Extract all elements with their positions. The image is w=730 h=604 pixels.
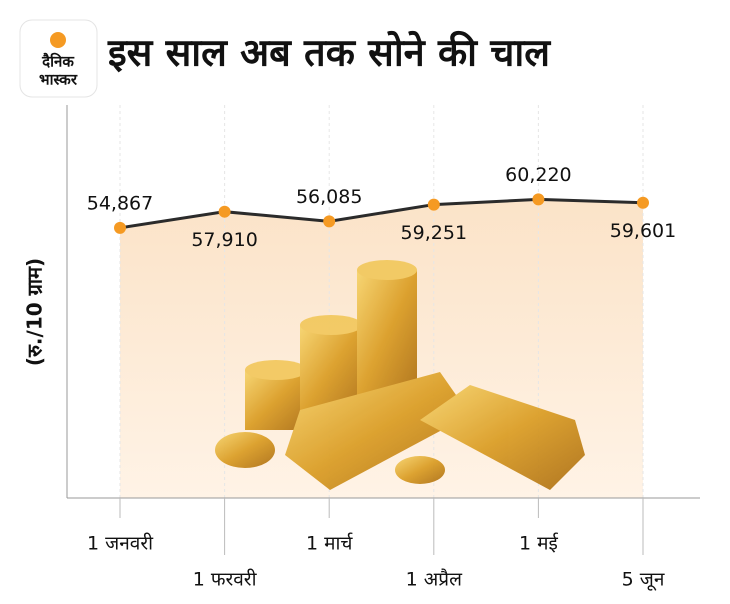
marker (637, 196, 649, 209)
value-label: 54,867 (87, 192, 153, 214)
value-label: 56,085 (296, 186, 362, 208)
x-tick-label: 1 फरवरी (193, 568, 258, 591)
x-tick-label: 1 जनवरी (87, 532, 154, 555)
x-tick-label: 1 मई (519, 532, 559, 555)
gold-illustration (215, 260, 585, 490)
value-label: 57,910 (191, 229, 257, 251)
series: 1 जनवरी 1 फरवरी 1 मार्च 1 अप्रैल 1 मई 5 जून 54… (87, 164, 676, 592)
logo-text: दैनिक (41, 53, 75, 71)
line (119, 197, 644, 230)
marker (427, 198, 440, 211)
marker (532, 193, 545, 206)
logo: दैनिक भास्कर (19, 19, 98, 98)
marker (323, 215, 336, 228)
value-label: 60,220 (505, 164, 571, 186)
logo-text: भास्कर (39, 71, 78, 89)
y-axis-label: (रु./10 ग्राम) (23, 258, 47, 366)
logo-box (19, 19, 98, 98)
x-tick-label: 1 अप्रैल (406, 568, 463, 591)
marker (114, 221, 126, 234)
logo-dot (50, 32, 66, 48)
value-label: 59,601 (610, 220, 676, 242)
chart-title: इस साल अब तक सोने की चाल (107, 31, 551, 75)
x-tick-label: 5 जून (622, 569, 665, 592)
x-tick-label: 1 मार्च (306, 532, 353, 555)
value-label: 59,251 (401, 222, 467, 244)
marker (218, 205, 231, 218)
